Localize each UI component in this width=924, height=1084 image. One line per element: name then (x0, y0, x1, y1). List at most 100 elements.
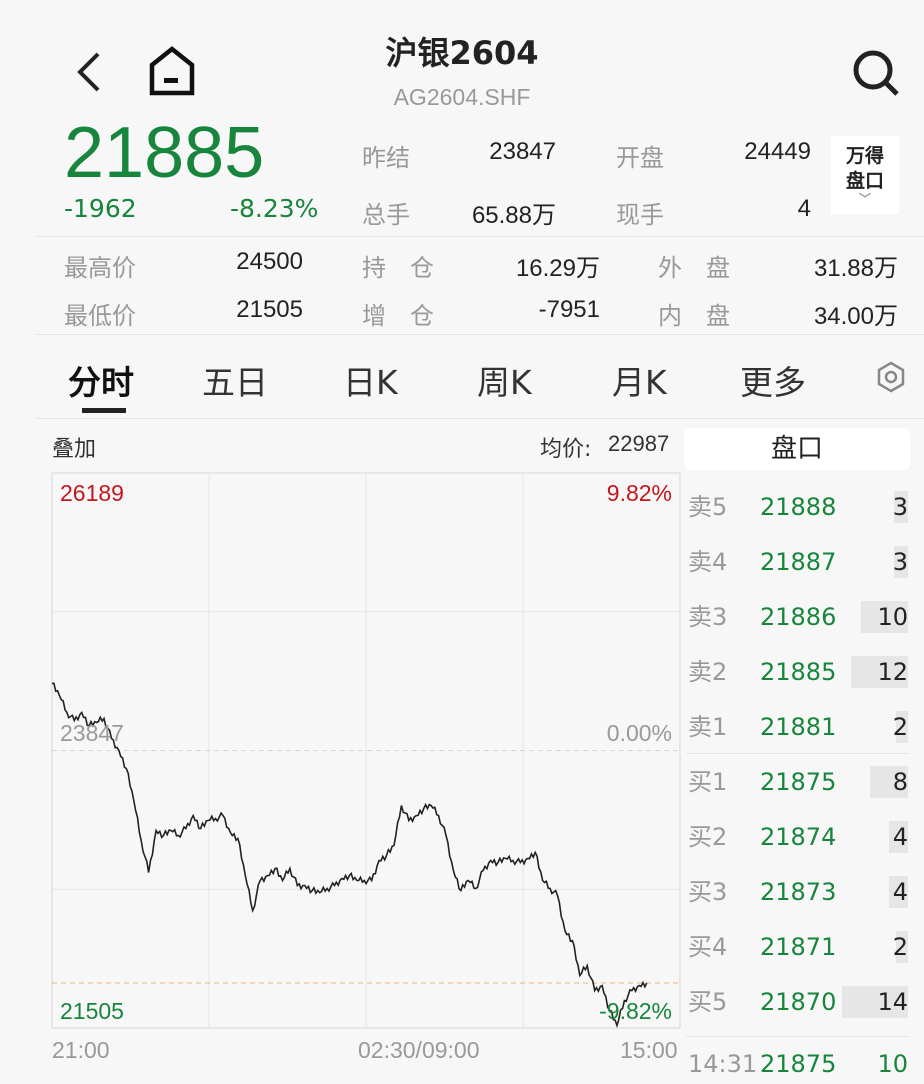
stat-label: 现手 (616, 201, 664, 229)
bid-row[interactable]: 买3 21873 4 (688, 872, 908, 912)
level-price: 21875 (760, 768, 837, 796)
stat-value: 65.88万 (471, 202, 556, 229)
level-price: 21873 (760, 878, 837, 906)
level-name: 买3 (688, 878, 728, 906)
avg-price-label: 均价: (540, 437, 592, 462)
x-tick-mid: 02:30/09:00 (358, 1037, 480, 1063)
page-title: 沪银2604 (385, 34, 539, 72)
ask-row[interactable]: 卖2 21885 12 (688, 652, 908, 692)
x-tick-start: 21:00 (52, 1037, 110, 1063)
volume-bar (870, 766, 908, 798)
tab-weekly-k[interactable]: 周K (477, 363, 532, 402)
stat-label: 外 盘 (658, 254, 730, 282)
tab-five-day[interactable]: 五日 (202, 363, 268, 402)
bid-row[interactable]: 买5 21870 14 (688, 982, 908, 1022)
level-volume: 3 (892, 493, 908, 521)
divider (36, 236, 924, 237)
order-book-title: 盘口 (770, 434, 823, 464)
volume-bar (896, 711, 908, 743)
stat-label: 增 仓 (362, 302, 434, 330)
price-change-pct: -8.23% (230, 194, 319, 223)
home-button[interactable] (146, 46, 198, 96)
stat-label: 总手 (362, 201, 410, 229)
wind-orderbook-button[interactable]: 万得 盘口 ﹀ (831, 136, 899, 214)
stat-value: -7951 (538, 296, 600, 323)
stat-value: 24449 (744, 138, 811, 165)
volume-bar (893, 491, 908, 523)
level-volume: 4 (892, 878, 908, 906)
tab-monthly-k[interactable]: 月K (612, 363, 667, 402)
level-price: 21887 (760, 548, 837, 576)
back-button[interactable] (72, 50, 108, 94)
level-volume: 2 (892, 713, 908, 741)
level-price: 21881 (760, 713, 837, 741)
price-change: -1962 (64, 194, 137, 223)
level-volume: 12 (877, 658, 908, 686)
y-label-mid: 23847 (60, 720, 124, 746)
stat-label: 内 盘 (658, 302, 730, 330)
tab-intraday[interactable]: 分时 (68, 363, 134, 402)
level-name: 买2 (688, 823, 728, 851)
trade-time: 14:31 (688, 1050, 758, 1078)
last-price: 21885 (64, 113, 265, 193)
volume-bar (851, 656, 908, 688)
level-price: 21888 (760, 493, 837, 521)
ask-row[interactable]: 卖3 21886 10 (688, 597, 908, 637)
level-name: 卖1 (688, 713, 728, 741)
stat-value: 4 (797, 195, 811, 222)
volume-bar (889, 821, 908, 853)
wind-button-line2: 盘口 (845, 170, 884, 192)
level-volume: 4 (892, 823, 908, 851)
wind-button-line1: 万得 (845, 145, 884, 167)
bid-row[interactable]: 买4 21871 2 (688, 927, 908, 967)
search-button[interactable] (850, 48, 902, 98)
trade-price: 21875 (760, 1050, 837, 1078)
stat-label: 持 仓 (362, 254, 434, 282)
level-price: 21870 (760, 988, 837, 1016)
chart-settings-button[interactable] (874, 360, 908, 394)
ask-row[interactable]: 卖5 21888 3 (688, 487, 908, 527)
divider (686, 753, 910, 754)
y-label-mid-pct: 0.00% (606, 720, 672, 746)
stat-value: 23847 (489, 138, 556, 165)
level-name: 买5 (688, 988, 728, 1016)
home-icon (149, 46, 195, 96)
ask-row[interactable]: 卖4 21887 3 (688, 542, 908, 582)
volume-bar (896, 931, 908, 963)
chevron-left-icon (77, 52, 100, 92)
price-line (51, 682, 648, 1029)
level-name: 卖5 (688, 493, 728, 521)
volume-bar (893, 546, 908, 578)
overlay-button[interactable]: 叠加 (52, 437, 97, 462)
y-label-top-pct: 9.82% (606, 480, 672, 506)
divider (686, 1036, 910, 1037)
level-price: 21886 (760, 603, 837, 631)
level-volume: 10 (877, 603, 908, 631)
level-price: 21874 (760, 823, 837, 851)
level-name: 卖4 (688, 548, 728, 576)
order-book-header[interactable]: 盘口 (684, 428, 910, 470)
instrument-code: AG2604.SHF (393, 84, 531, 110)
level-volume: 3 (892, 548, 908, 576)
stat-value: 16.29万 (515, 255, 600, 282)
ask-row[interactable]: 卖1 21881 2 (688, 707, 908, 747)
level-name: 买4 (688, 933, 728, 961)
x-tick-end: 15:00 (620, 1037, 678, 1063)
stat-value: 31.88万 (813, 255, 898, 282)
level-name: 买1 (688, 768, 728, 796)
bid-row[interactable]: 买1 21875 8 (688, 762, 908, 802)
y-label-bottom: 21505 (60, 998, 124, 1024)
bid-row[interactable]: 买2 21874 4 (688, 817, 908, 857)
stat-value: 21505 (236, 296, 303, 323)
tab-daily-k[interactable]: 日K (343, 363, 398, 402)
y-label-bottom-pct: -9.82% (599, 998, 672, 1024)
divider (36, 418, 924, 419)
level-volume: 14 (877, 988, 908, 1016)
active-tab-indicator (82, 408, 126, 413)
level-name: 卖3 (688, 603, 728, 631)
volume-bar (889, 876, 908, 908)
chevron-down-icon: ﹀ (858, 192, 871, 206)
tab-more[interactable]: 更多 (740, 363, 806, 402)
stat-value: 24500 (236, 248, 303, 275)
